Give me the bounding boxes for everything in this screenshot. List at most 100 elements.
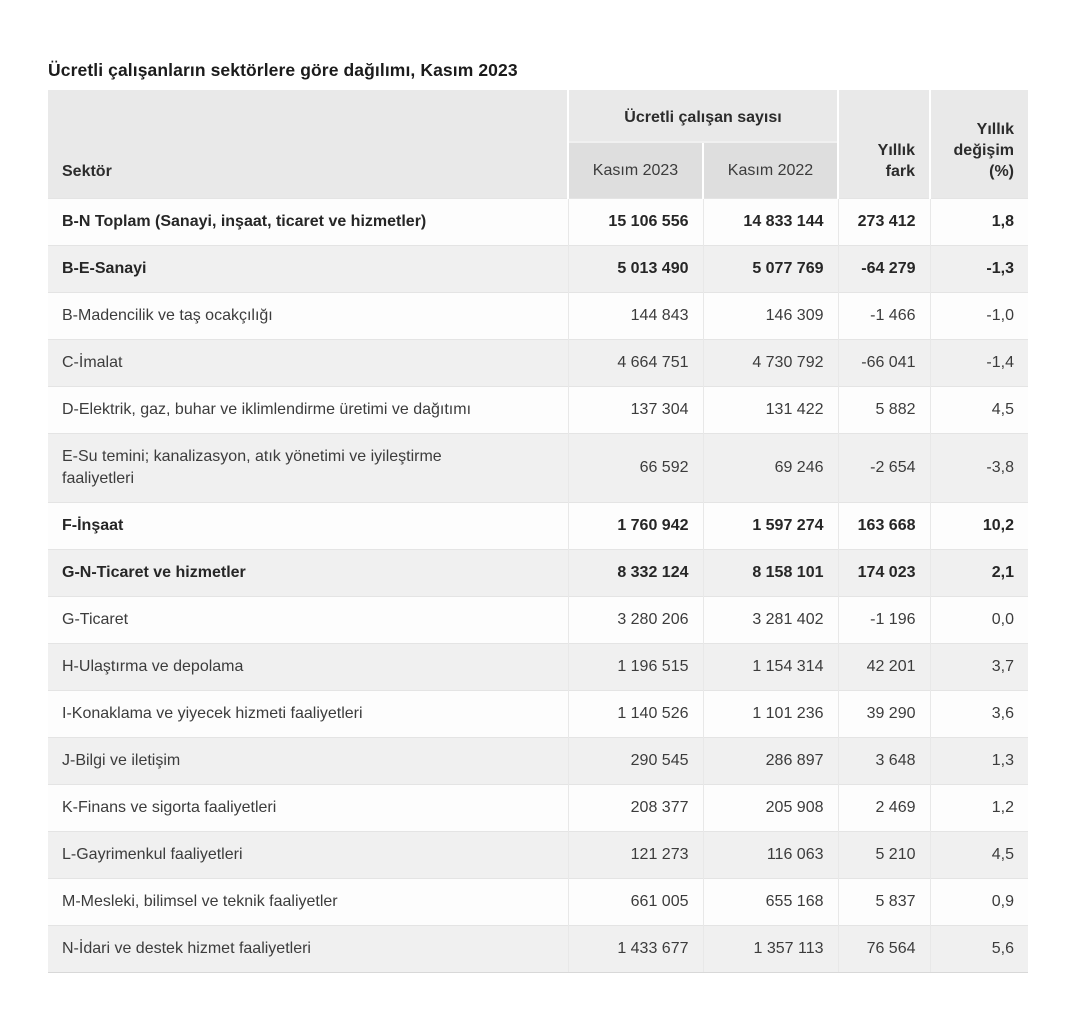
table-row: G-Ticaret 3 280 206 3 281 402 -1 196 0,0	[48, 595, 1028, 643]
annual-diff-cell: 42 201	[837, 642, 930, 690]
sector-label: B-Madencilik ve taş ocakçılığı	[62, 306, 273, 324]
nov2022-value-cell: 1 101 236	[702, 689, 838, 737]
annual-change-cell: 5,6	[929, 924, 1028, 973]
table-row: H-Ulaştırma ve depolama 1 196 515 1 154 …	[48, 642, 1028, 690]
sector-cell: B-N Toplam (Sanayi, inşaat, ticaret ve h…	[48, 197, 568, 245]
annual-change-cell: 10,2	[929, 501, 1028, 549]
nov2023-value-cell: 1 196 515	[567, 642, 703, 690]
sector-cell: H-Ulaştırma ve depolama	[48, 642, 568, 690]
sector-cell: G-Ticaret	[48, 595, 568, 643]
nov2023-value-cell: 121 273	[567, 830, 703, 878]
annual-change-cell: -1,3	[929, 244, 1028, 292]
annual-change-cell: 3,6	[929, 689, 1028, 737]
sector-distribution-table: Sektör Ücretli çalışan sayısı Yıllık far…	[48, 90, 1028, 973]
nov2022-value-cell: 655 168	[702, 877, 838, 925]
col-header-annual-change: Yıllık değişim (%)	[929, 90, 1028, 198]
sector-cell: F-İnşaat	[48, 501, 568, 549]
sub-header-nov-2023: Kasım 2023	[567, 141, 703, 198]
nov2023-value-cell: 144 843	[567, 291, 703, 339]
sector-cell: N-İdari ve destek hizmet faaliyetleri	[48, 924, 568, 973]
nov2023-value-cell: 137 304	[567, 385, 703, 433]
annual-change-cell: -1,4	[929, 338, 1028, 386]
table-row: M-Mesleki, bilimsel ve teknik faaliyetle…	[48, 877, 1028, 925]
table-row: K-Finans ve sigorta faaliyetleri 208 377…	[48, 783, 1028, 831]
nov2022-value-cell: 3 281 402	[702, 595, 838, 643]
nov2023-value-cell: 5 013 490	[567, 244, 703, 292]
annual-change-cell: 2,1	[929, 548, 1028, 596]
table-row: C-İmalat 4 664 751 4 730 792 -66 041 -1,…	[48, 338, 1028, 386]
nov2022-value-cell: 1 154 314	[702, 642, 838, 690]
annual-diff-cell: -2 654	[837, 432, 930, 502]
nov2022-value-cell: 5 077 769	[702, 244, 838, 292]
nov2023-value-cell: 4 664 751	[567, 338, 703, 386]
nov2023-value-cell: 1 433 677	[567, 924, 703, 973]
sector-cell: E-Su temini; kanalizasyon, atık yönetimi…	[48, 432, 568, 502]
table-row: J-Bilgi ve iletişim 290 545 286 897 3 64…	[48, 736, 1028, 784]
sector-cell: L-Gayrimenkul faaliyetleri	[48, 830, 568, 878]
annual-diff-cell: -1 466	[837, 291, 930, 339]
table-row: G-N-Ticaret ve hizmetler 8 332 124 8 158…	[48, 548, 1028, 596]
sector-label: D-Elektrik, gaz, buhar ve iklimlendirme …	[62, 400, 472, 418]
table-row: B-E-Sanayi 5 013 490 5 077 769 -64 279 -…	[48, 244, 1028, 292]
annual-diff-cell: -1 196	[837, 595, 930, 643]
nov2023-value-cell: 290 545	[567, 736, 703, 784]
page-title: Ücretli çalışanların sektörlere göre dağ…	[48, 60, 518, 80]
sector-label: M-Mesleki, bilimsel ve teknik faaliyetle…	[62, 892, 338, 910]
sector-cell: M-Mesleki, bilimsel ve teknik faaliyetle…	[48, 877, 568, 925]
sector-label: B-N Toplam (Sanayi, inşaat, ticaret ve h…	[62, 212, 427, 230]
sector-label: F-İnşaat	[62, 516, 124, 534]
sector-label: G-N-Ticaret ve hizmetler	[62, 563, 246, 581]
sector-label: C-İmalat	[62, 353, 123, 371]
sector-label: L-Gayrimenkul faaliyetleri	[62, 845, 243, 863]
annual-change-cell: 4,5	[929, 385, 1028, 433]
table-row: L-Gayrimenkul faaliyetleri 121 273 116 0…	[48, 830, 1028, 878]
nov2023-value-cell: 3 280 206	[567, 595, 703, 643]
nov2022-value-cell: 1 357 113	[702, 924, 838, 973]
table-header: Sektör Ücretli çalışan sayısı Yıllık far…	[48, 90, 1028, 198]
sector-cell: D-Elektrik, gaz, buhar ve iklimlendirme …	[48, 385, 568, 433]
nov2022-value-cell: 146 309	[702, 291, 838, 339]
sector-cell: G-N-Ticaret ve hizmetler	[48, 548, 568, 596]
annual-diff-cell: 5 210	[837, 830, 930, 878]
sector-label: N-İdari ve destek hizmet faaliyetleri	[62, 939, 311, 957]
table-row: N-İdari ve destek hizmet faaliyetleri 1 …	[48, 924, 1028, 973]
sub-header-nov-2022: Kasım 2022	[702, 141, 838, 198]
sector-label: E-Su temini; kanalizasyon, atık yönetimi…	[62, 447, 442, 487]
annual-diff-cell: 273 412	[837, 197, 930, 245]
table-row: E-Su temini; kanalizasyon, atık yönetimi…	[48, 432, 1028, 502]
nov2023-value-cell: 1 140 526	[567, 689, 703, 737]
nov2023-value-cell: 208 377	[567, 783, 703, 831]
table-body: B-N Toplam (Sanayi, inşaat, ticaret ve h…	[48, 197, 1028, 973]
nov2022-value-cell: 8 158 101	[702, 548, 838, 596]
annual-diff-cell: 163 668	[837, 501, 930, 549]
col-header-annual-diff: Yıllık fark	[837, 90, 930, 198]
annual-diff-cell: 5 837	[837, 877, 930, 925]
sector-cell: K-Finans ve sigorta faaliyetleri	[48, 783, 568, 831]
sector-cell: J-Bilgi ve iletişim	[48, 736, 568, 784]
sector-cell: C-İmalat	[48, 338, 568, 386]
annual-diff-cell: -64 279	[837, 244, 930, 292]
table-row: F-İnşaat 1 760 942 1 597 274 163 668 10,…	[48, 501, 1028, 549]
nov2022-value-cell: 14 833 144	[702, 197, 838, 245]
annual-diff-cell: 5 882	[837, 385, 930, 433]
header-group-row: Sektör Ücretli çalışan sayısı Yıllık far…	[48, 90, 1028, 198]
sector-label: J-Bilgi ve iletişim	[62, 751, 181, 769]
annual-diff-cell: 2 469	[837, 783, 930, 831]
annual-change-cell: 0,9	[929, 877, 1028, 925]
nov2023-value-cell: 661 005	[567, 877, 703, 925]
annual-change-cell: 1,2	[929, 783, 1028, 831]
annual-diff-cell: 3 648	[837, 736, 930, 784]
nov2022-value-cell: 4 730 792	[702, 338, 838, 386]
nov2022-value-cell: 131 422	[702, 385, 838, 433]
sector-cell: B-E-Sanayi	[48, 244, 568, 292]
annual-diff-cell: -66 041	[837, 338, 930, 386]
nov2022-value-cell: 1 597 274	[702, 501, 838, 549]
annual-change-cell: 1,8	[929, 197, 1028, 245]
col-group-header-employee-count: Ücretli çalışan sayısı	[567, 90, 838, 142]
table-row: B-N Toplam (Sanayi, inşaat, ticaret ve h…	[48, 197, 1028, 245]
sector-label: B-E-Sanayi	[62, 259, 147, 277]
nov2022-value-cell: 69 246	[702, 432, 838, 502]
nov2023-value-cell: 66 592	[567, 432, 703, 502]
header-sub-row: Kasım 2023 Kasım 2022	[48, 141, 1028, 198]
